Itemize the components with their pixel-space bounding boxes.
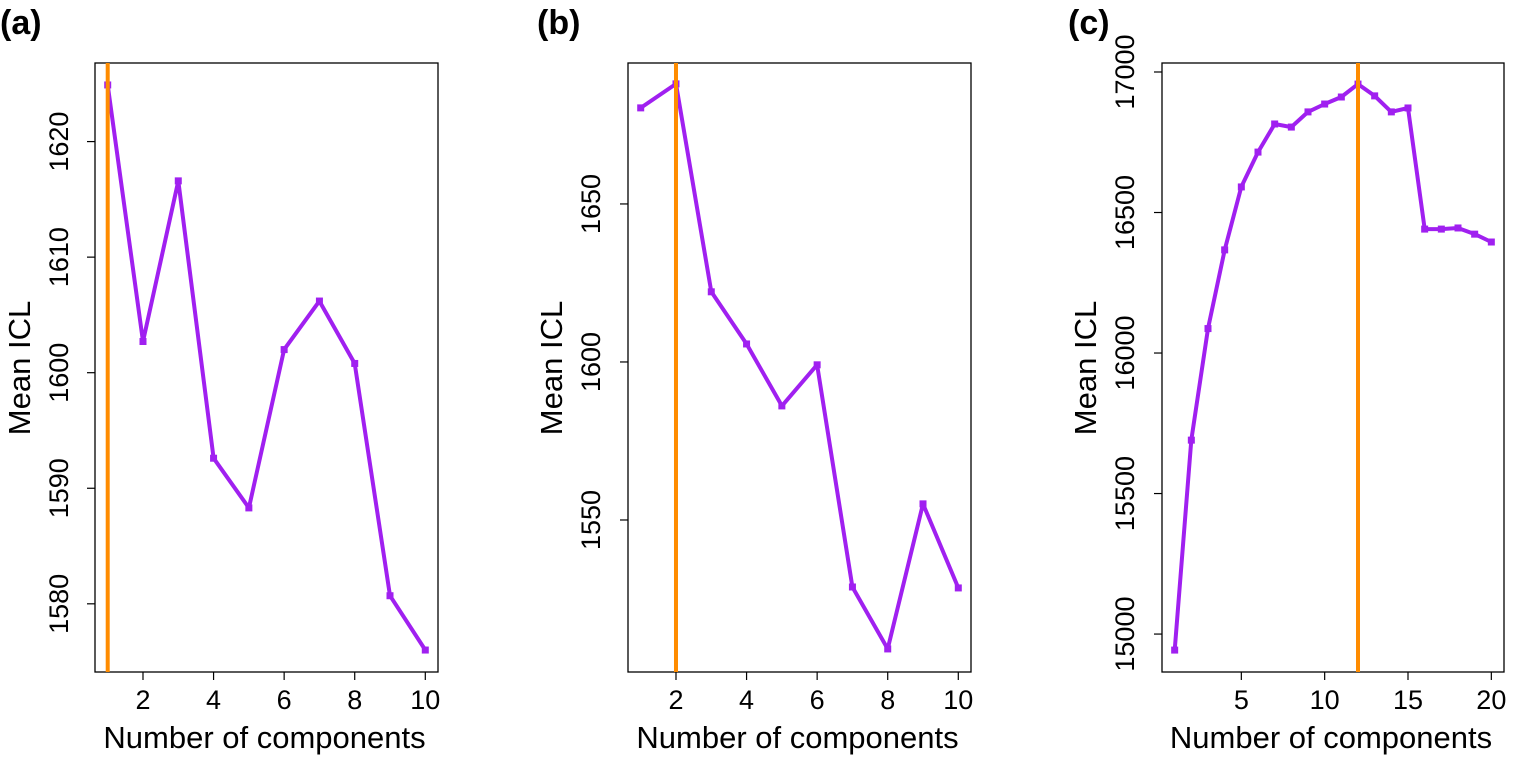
y-tick-label: 1590 [44, 458, 74, 518]
x-tick-label: 15 [1393, 685, 1423, 715]
y-axis-title: Mean ICL [1068, 301, 1103, 435]
data-point [351, 359, 359, 367]
y-tick-label: 16500 [1110, 175, 1140, 250]
data-point [1454, 224, 1462, 232]
data-point [813, 361, 821, 369]
data-point [210, 454, 218, 462]
y-axis-title: Mean ICL [534, 301, 569, 435]
data-point [245, 504, 253, 512]
plot-frame [627, 62, 972, 673]
data-point [1171, 646, 1179, 654]
data-point [1437, 225, 1445, 233]
panel-a: (a) 2 4 6 8 10 1580 1590 1600 1610 1620 Number of c… [0, 4, 440, 755]
data-point [1487, 238, 1495, 246]
y-tick-label: 1610 [44, 227, 74, 287]
data-point [778, 402, 786, 410]
data-point [1304, 108, 1312, 116]
panel-b: (b) 2 4 6 8 10 1550 1600 1650 Number of component… [534, 4, 973, 755]
data-point [884, 645, 892, 653]
plot-frame [1161, 62, 1505, 673]
data-point [707, 288, 715, 296]
x-tick-label: 8 [880, 685, 895, 715]
data-point [174, 177, 182, 185]
y-tick-label: 1600 [44, 343, 74, 403]
data-point [1371, 92, 1379, 100]
data-point [421, 646, 429, 654]
x-tick-label: 2 [135, 685, 150, 715]
data-point [1337, 93, 1345, 101]
x-tick-label: 10 [1310, 685, 1340, 715]
y-tick-label: 1550 [576, 490, 606, 550]
data-point [743, 340, 751, 348]
data-point [1204, 325, 1212, 333]
y-tick-label: 17000 [1110, 34, 1140, 109]
x-tick-label: 5 [1234, 685, 1249, 715]
data-point [1237, 183, 1245, 191]
data-point [315, 297, 323, 305]
x-tick-label: 6 [810, 685, 825, 715]
y-tick-label: 1600 [576, 332, 606, 392]
data-point [1187, 436, 1195, 444]
data-point [1387, 108, 1395, 116]
data-point [1471, 230, 1479, 238]
data-point [954, 584, 962, 592]
x-tick-label: 6 [277, 685, 292, 715]
series-line [105, 84, 427, 652]
x-tick-label: 10 [943, 685, 973, 715]
data-point [1254, 148, 1262, 156]
panel-label: (b) [537, 4, 580, 42]
data-point [1287, 123, 1295, 131]
y-axis-title: Mean ICL [2, 301, 37, 435]
data-point [1221, 246, 1229, 254]
panel-label: (c) [1068, 4, 1110, 42]
data-point [1271, 120, 1279, 128]
x-axis-title: Number of components [636, 720, 958, 755]
data-point [280, 346, 288, 354]
x-tick-label: 10 [410, 685, 440, 715]
data-point [1321, 100, 1329, 108]
y-tick-label: 1650 [576, 174, 606, 234]
x-tick-label: 4 [206, 685, 221, 715]
x-tick-label: 4 [739, 685, 754, 715]
y-tick-label: 15500 [1110, 456, 1140, 531]
x-tick-label: 20 [1476, 685, 1506, 715]
panel-c: (c) 5 10 15 20 15000 15500 16000 16500 17000 Numbe… [1068, 4, 1506, 755]
data-point [1404, 104, 1412, 112]
series-line [639, 81, 961, 651]
x-tick-label: 2 [668, 685, 683, 715]
x-axis-title: Number of components [1170, 720, 1492, 755]
data-point [848, 583, 856, 591]
data-point [139, 337, 147, 345]
data-point [386, 592, 394, 600]
x-tick-label: 8 [347, 685, 362, 715]
panel-label: (a) [0, 4, 42, 42]
x-axis-title: Number of components [103, 720, 425, 755]
data-point [919, 500, 927, 508]
y-tick-label: 1620 [44, 112, 74, 172]
y-tick-label: 15000 [1110, 597, 1140, 672]
data-point [1421, 225, 1429, 233]
data-point [637, 104, 645, 112]
plot-frame [94, 62, 439, 673]
series-line [1172, 82, 1493, 651]
y-tick-label: 16000 [1110, 315, 1140, 390]
y-tick-label: 1580 [44, 574, 74, 634]
